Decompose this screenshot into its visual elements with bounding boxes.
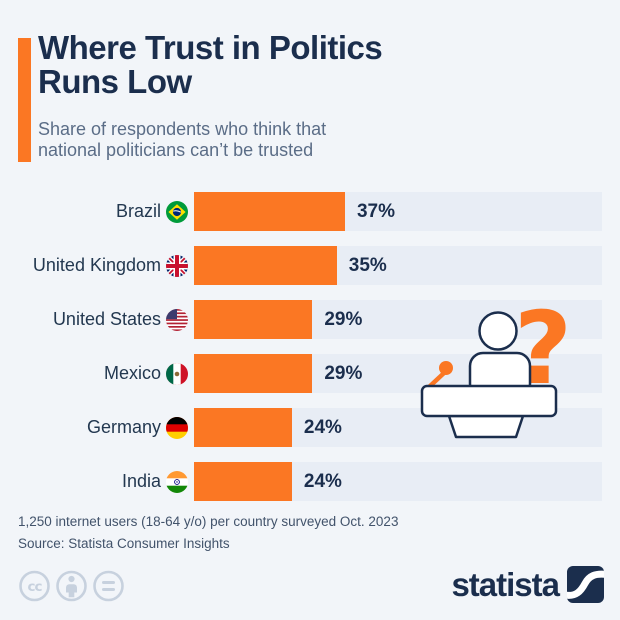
statista-logo-icon <box>567 566 604 603</box>
india-flag-icon <box>166 470 188 493</box>
source-note: Source: Statista Consumer Insights <box>18 535 230 551</box>
bar-track: 37% <box>194 192 602 231</box>
speaker-at-podium-illustration: ? <box>415 290 600 445</box>
bar-track: 29% <box>194 300 602 339</box>
country-label: Mexico <box>103 363 161 383</box>
bar-fill <box>194 408 292 447</box>
country-label: United Kingdom <box>32 255 161 275</box>
survey-note: 1,250 internet users (18-64 y/o) per cou… <box>18 514 399 529</box>
bar-track: 35% <box>194 246 602 285</box>
bar-row: India 24% <box>0 462 620 501</box>
subtitle-line-2: national politicians can’t be trusted <box>38 139 314 160</box>
bar-value: 29% <box>324 308 363 330</box>
united-kingdom-flag-icon <box>166 254 188 277</box>
statista-wordmark: statista <box>451 566 560 603</box>
bar-fill <box>194 192 345 231</box>
brazil-flag-icon <box>166 200 188 223</box>
country-label: Brazil <box>115 201 161 221</box>
bar-value: 24% <box>303 470 342 492</box>
bar-row: Mexico 29% <box>0 354 620 393</box>
title-line-2: Runs Low <box>38 63 192 100</box>
country-label: United States <box>52 309 161 329</box>
bar-fill <box>194 300 313 339</box>
country-label: India <box>121 471 161 491</box>
bar-row: United States <box>0 300 620 339</box>
attribution-person-icon <box>56 570 87 602</box>
speaker-head <box>478 311 518 351</box>
bar-fill <box>194 462 292 501</box>
bar-value: 35% <box>348 254 387 276</box>
country-label: Germany <box>86 417 161 437</box>
footnote: 1,250 internet users (18-64 y/o) per cou… <box>18 511 398 554</box>
statista-logo: statista <box>451 566 604 603</box>
mexico-flag-icon <box>166 362 188 385</box>
cc-license-icons: cc <box>16 567 128 610</box>
bar-row: Brazil 37% <box>0 192 620 231</box>
bar-row: United Kingdom 35% <box>0 246 620 285</box>
bar-value: 24% <box>303 416 342 438</box>
title-accent-bar <box>18 38 31 162</box>
united-states-flag-icon <box>166 308 188 331</box>
title-line-1: Where Trust in Politics <box>38 29 383 66</box>
bar-fill <box>194 246 337 285</box>
page-title: Where Trust in Politics Runs Low <box>38 29 383 100</box>
page-subtitle: Share of respondents who think that nati… <box>38 119 326 160</box>
germany-flag-icon <box>166 416 188 439</box>
bar-value: 29% <box>324 362 363 384</box>
svg-text:cc: cc <box>27 579 42 595</box>
subtitle-line-1: Share of respondents who think that <box>38 119 327 139</box>
podium <box>420 384 558 439</box>
bar-track: 24% <box>194 462 602 501</box>
equals-icon <box>93 570 124 602</box>
bar-value: 37% <box>356 200 395 222</box>
cc-icon: cc <box>19 570 50 602</box>
bar-track: 29% <box>194 354 602 393</box>
bar-fill <box>194 354 313 393</box>
